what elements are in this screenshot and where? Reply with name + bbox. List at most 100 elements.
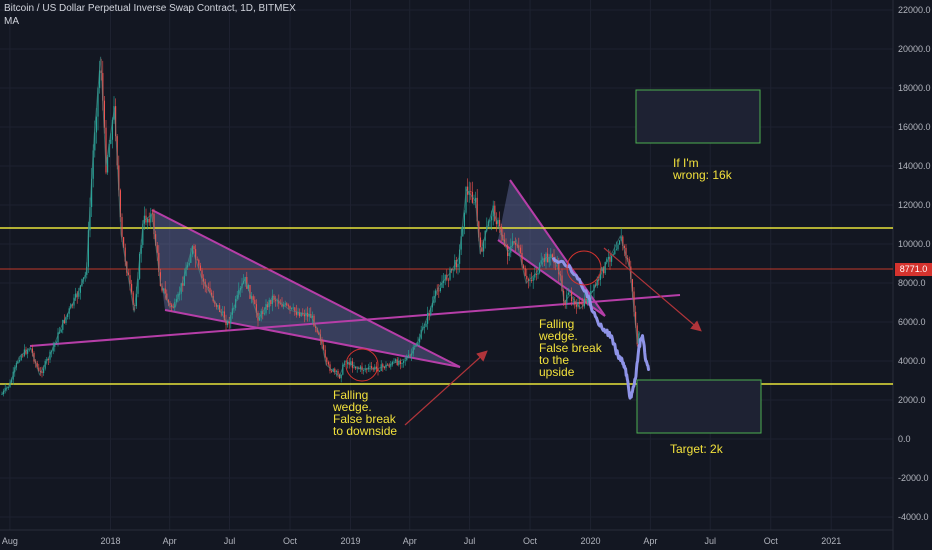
candle-body xyxy=(455,260,457,268)
target-box[interactable] xyxy=(636,379,762,434)
x-tick-label: Apr xyxy=(403,536,417,546)
candle-body xyxy=(97,87,99,117)
candle-body xyxy=(289,306,291,309)
candle-body xyxy=(548,257,550,263)
candle-body xyxy=(479,237,481,248)
candle-body xyxy=(22,355,24,357)
candle-body xyxy=(335,370,337,372)
candle-body xyxy=(401,362,403,364)
candle-body xyxy=(276,300,278,302)
x-tick-label: 2019 xyxy=(341,536,361,546)
candle-body xyxy=(20,355,22,361)
candle-body xyxy=(180,283,182,294)
candle-body xyxy=(318,332,320,335)
y-tick-label: 12000.0 xyxy=(898,200,931,210)
price-axis[interactable]: 22000.0 20000.0 18000.0 16000.0 14000.0 12000… xyxy=(898,5,931,522)
candle-body xyxy=(294,307,296,312)
candle-body xyxy=(278,300,280,304)
candle-body xyxy=(521,252,523,266)
candle-body xyxy=(195,249,197,260)
candle-body xyxy=(425,323,427,327)
candle-body xyxy=(611,255,613,262)
candle-body xyxy=(579,302,581,304)
candle-body xyxy=(462,226,464,237)
candle-body xyxy=(111,119,113,140)
y-tick-label: -4000.0 xyxy=(898,512,929,522)
candle-body xyxy=(135,293,137,307)
x-tick-label: 2018 xyxy=(100,536,120,546)
candle-body xyxy=(179,293,181,295)
y-tick-label: 8000.0 xyxy=(898,278,926,288)
candle-body xyxy=(465,186,467,213)
candle-body xyxy=(39,370,41,372)
grid-lines xyxy=(0,0,893,530)
x-tick-label: Apr xyxy=(643,536,657,546)
candle-body xyxy=(447,279,449,281)
candle-body xyxy=(99,70,101,88)
candle-body xyxy=(38,367,40,371)
candle-body xyxy=(481,247,483,252)
if-wrong-box[interactable] xyxy=(635,89,761,144)
candle-body xyxy=(236,294,238,300)
candle-body xyxy=(411,353,413,356)
candle-body xyxy=(342,364,344,375)
candle-body xyxy=(28,349,30,351)
candle-body xyxy=(375,366,377,369)
candle-body xyxy=(423,326,425,328)
candle-body xyxy=(54,342,56,347)
candle-body xyxy=(316,327,318,333)
candle-body xyxy=(331,370,333,372)
y-tick-label: 6000.0 xyxy=(898,317,926,327)
candle-body xyxy=(415,345,417,347)
x-tick-label: Jul xyxy=(704,536,716,546)
candle-body xyxy=(428,312,430,315)
time-axis[interactable]: Aug 2018 Apr Jul Oct 2019 Apr Jul Oct 2020 Apr Jul O… xyxy=(2,536,841,546)
candle-body xyxy=(491,216,493,221)
candle-body xyxy=(489,220,491,222)
candle-body xyxy=(155,234,157,246)
candle-body xyxy=(287,305,289,307)
y-tick-label: 18000.0 xyxy=(898,83,931,93)
breakout-circle xyxy=(566,250,602,286)
candle-body xyxy=(635,311,637,326)
candle-body xyxy=(79,285,81,293)
candle-body xyxy=(463,212,465,227)
candle-body xyxy=(460,236,462,250)
candle-body xyxy=(321,340,323,345)
wedge-1-lower-line xyxy=(164,309,461,368)
candle-body xyxy=(601,267,603,272)
candle-body xyxy=(323,344,325,350)
candle-body xyxy=(52,346,54,351)
candle-body xyxy=(91,178,93,208)
ma-indicator-label[interactable]: MA xyxy=(4,16,19,27)
candle-body xyxy=(590,290,592,301)
candle-body xyxy=(636,325,638,345)
y-tick-label: 10000.0 xyxy=(898,239,931,249)
candle-body xyxy=(279,303,281,305)
annotation-wedge-1: Falling wedge. False break to downside xyxy=(333,388,398,438)
candle-body xyxy=(441,282,443,288)
candle-body xyxy=(263,313,265,315)
candle-body xyxy=(435,290,437,296)
candle-body xyxy=(92,150,94,179)
candle-body xyxy=(219,305,221,312)
candle-body xyxy=(118,165,120,191)
candle-body xyxy=(513,241,515,243)
candle-body xyxy=(139,253,141,279)
candle-body xyxy=(315,326,317,328)
candle-body xyxy=(147,218,149,223)
candle-body xyxy=(295,311,297,315)
candle-body xyxy=(198,259,200,266)
candle-body xyxy=(265,304,267,314)
current-price-label: 8771.0 xyxy=(895,263,932,276)
candle-body xyxy=(167,300,169,303)
candle-body xyxy=(228,321,230,324)
candle-body xyxy=(633,291,635,312)
candle-body xyxy=(515,242,517,245)
candle-body xyxy=(483,240,485,252)
candle-body xyxy=(609,257,611,262)
candle-body xyxy=(631,279,633,292)
candle-body xyxy=(187,265,189,268)
x-tick-label: Aug xyxy=(2,536,18,546)
